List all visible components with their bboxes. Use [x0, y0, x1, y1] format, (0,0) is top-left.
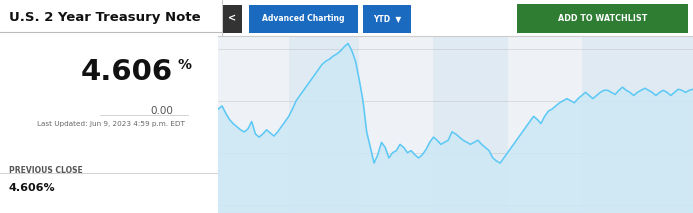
Text: 0.00: 0.00 [150, 106, 173, 117]
Text: Last Updated: Jun 9, 2023 4:59 p.m. EDT: Last Updated: Jun 9, 2023 4:59 p.m. EDT [37, 121, 185, 127]
Text: <: < [229, 13, 236, 23]
Text: 4.606: 4.606 [81, 58, 173, 85]
Text: U.S. 2 Year Treasury Note: U.S. 2 Year Treasury Note [9, 11, 200, 24]
Bar [581, 36, 693, 213]
Text: 4.606%: 4.606% [9, 183, 55, 193]
Text: YTD  ▼: YTD ▼ [373, 14, 401, 23]
Bar [433, 36, 507, 213]
Text: %: % [177, 58, 191, 72]
Text: ADD TO WATCHLIST: ADD TO WATCHLIST [558, 14, 647, 23]
FancyBboxPatch shape [249, 5, 358, 33]
FancyBboxPatch shape [363, 5, 410, 33]
Text: PREVIOUS CLOSE: PREVIOUS CLOSE [9, 166, 82, 175]
FancyBboxPatch shape [518, 4, 688, 33]
Bar [507, 36, 581, 213]
Bar [218, 36, 289, 213]
Bar [359, 36, 433, 213]
Text: Advanced Charting: Advanced Charting [263, 14, 345, 23]
FancyBboxPatch shape [223, 5, 242, 33]
Bar [289, 36, 359, 213]
